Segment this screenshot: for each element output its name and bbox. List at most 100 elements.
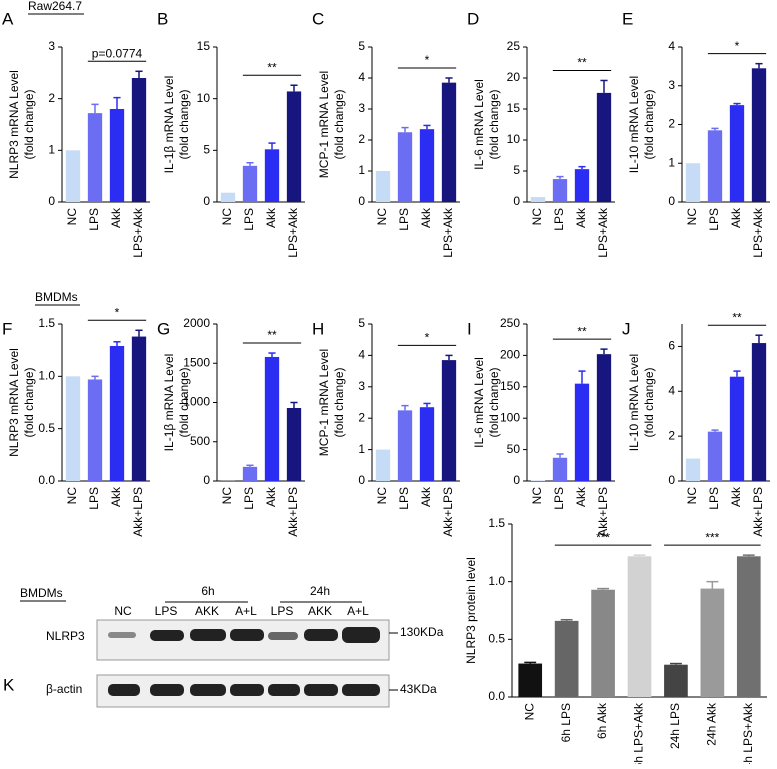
y-tick-label: 0 (48, 194, 55, 208)
bar (555, 621, 579, 697)
y-axis-label: NLRP3 mRNA Level (7, 348, 21, 457)
x-tick-label: 24h LPS (668, 703, 682, 749)
y-tick-label: 50 (507, 442, 521, 456)
y-tick-label: 1 (48, 143, 55, 157)
x-tick-label: NC (375, 487, 389, 505)
y-tick-label: 0 (668, 473, 675, 487)
x-tick-label: LPS (552, 208, 566, 231)
y-axis-label: (fold change) (332, 367, 346, 437)
panel-letter: J (622, 319, 631, 338)
y-axis-label: MCP-1 mRNA Level (317, 349, 331, 456)
y-tick-label: 4 (358, 70, 365, 84)
bar (287, 408, 301, 481)
x-tick-label: Akk (109, 486, 123, 507)
bar (265, 357, 279, 481)
western-blot: K BMDMs 6h 24h NC LPS AKK A+L LPS AKK A+… (3, 584, 444, 707)
x-tick-label: LPS (87, 208, 101, 231)
bar (243, 166, 257, 202)
y-axis-label: IL-10 mRNA Level (627, 354, 641, 451)
y-tick-label: 3 (358, 379, 365, 393)
bar (708, 432, 722, 481)
y-tick-label: 4 (668, 383, 675, 397)
bar (531, 197, 545, 202)
panel-letter: H (312, 319, 324, 338)
bar (442, 360, 456, 481)
x-tick-label: LPS (707, 487, 721, 510)
row-label: β-actin (46, 682, 82, 696)
y-tick-label: 1500 (183, 355, 210, 369)
significance-label: * (735, 39, 740, 53)
y-axis-label: MCP-1 mRNA Level (317, 71, 331, 178)
x-tick-label: LPS (397, 487, 411, 510)
significance-label: ** (732, 310, 742, 324)
y-axis-label: (fold change) (332, 89, 346, 159)
y-tick-label: 500 (190, 434, 210, 448)
significance-label: ** (577, 324, 587, 338)
y-tick-label: 3 (358, 101, 365, 115)
significance-label: p=0.0774 (92, 46, 143, 60)
bar (518, 664, 542, 697)
x-tick-label: Akk (574, 486, 588, 507)
y-tick-label: 0 (358, 194, 365, 208)
y-tick-label: 0.0 (488, 689, 505, 703)
y-tick-label: 5 (358, 316, 365, 330)
x-tick-label: NC (685, 487, 699, 505)
error-bar (113, 98, 120, 109)
x-tick-label: 6h LPS+Akk (632, 702, 646, 764)
y-axis-label: NLRP3 mRNA Level (7, 70, 21, 179)
bar (88, 113, 102, 202)
bar (597, 354, 611, 481)
x-tick-label: NC (685, 208, 699, 226)
y-tick-label: 15 (507, 101, 521, 115)
error-bar (445, 355, 452, 360)
error-bar (556, 177, 563, 179)
panel-letter: C (312, 9, 324, 28)
y-tick-label: 2 (358, 410, 365, 424)
error-bar (600, 80, 607, 92)
y-axis-label: (fold change) (177, 89, 191, 159)
group-label: 24h (310, 584, 330, 598)
error-bar (755, 335, 762, 343)
size-label: 43KDa (400, 682, 437, 696)
bar (88, 379, 102, 481)
y-tick-label: 2 (48, 91, 55, 105)
y-axis-label: (fold change) (642, 367, 656, 437)
bar (66, 150, 80, 202)
error-bar (670, 664, 682, 665)
x-tick-label: Akk (729, 486, 743, 507)
x-tick-label: NC (220, 487, 234, 505)
x-tick-label: Akk+LPS (751, 487, 765, 537)
bar (701, 589, 725, 697)
y-tick-label: 0 (203, 194, 210, 208)
x-tick-label: LPS (552, 487, 566, 510)
y-tick-label: 25 (507, 39, 521, 53)
bar (737, 556, 761, 697)
bar (132, 337, 146, 481)
x-tick-label: Akk (109, 207, 123, 228)
x-tick-label: NC (522, 703, 536, 721)
y-tick-label: 3 (48, 39, 55, 53)
error-bar (706, 582, 718, 589)
error-bar (556, 454, 563, 458)
x-tick-label: Akk+LPS (131, 487, 145, 537)
x-tick-label: LPS (242, 208, 256, 231)
y-tick-label: 3 (668, 78, 675, 92)
x-tick-label: LPS (242, 487, 256, 510)
bar (730, 377, 744, 481)
x-tick-label: LPS (707, 208, 721, 231)
x-tick-label: Akk (729, 207, 743, 228)
y-tick-label: 2 (668, 117, 675, 131)
y-tick-label: 4 (358, 348, 365, 362)
panel-letter: D (467, 9, 479, 28)
group-label: 6h (201, 584, 214, 598)
x-tick-label: 6h LPS (559, 703, 573, 742)
bar (376, 171, 390, 202)
y-tick-label: 0 (513, 473, 520, 487)
y-axis-label: IL-1β mRNA Level (162, 76, 176, 174)
significance-label: *** (705, 530, 719, 544)
x-tick-label: 6h Akk (595, 702, 609, 739)
bar (110, 109, 124, 202)
y-tick-label: 2 (668, 428, 675, 442)
y-axis-label: IL-6 mRNA Level (472, 79, 486, 170)
